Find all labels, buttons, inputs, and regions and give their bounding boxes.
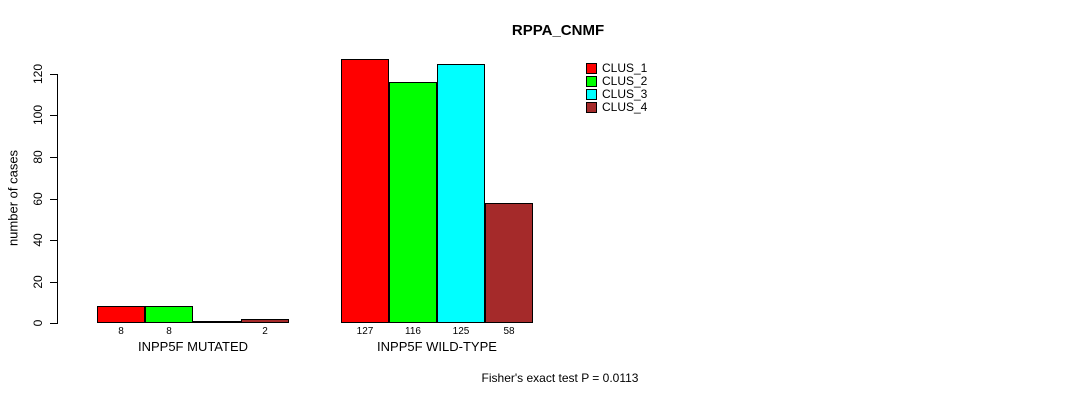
y-axis-tick: [50, 115, 58, 116]
bar-value-label: 58: [503, 326, 515, 337]
legend-color-swatch: [586, 89, 597, 100]
legend-label: CLUS_1: [602, 61, 648, 75]
y-axis-tick: [50, 240, 58, 241]
legend-label: CLUS_3: [602, 87, 648, 101]
bar-value-label: 8: [118, 326, 124, 337]
bar-value-label: 2: [262, 326, 268, 337]
bar-clus_1: [97, 306, 145, 323]
legend: CLUS_1 CLUS_2 CLUS_3 CLUS_4: [586, 62, 647, 114]
bar-clus_3: [193, 321, 241, 323]
y-axis-tick-label: 100: [31, 104, 45, 126]
y-axis-tick: [50, 323, 58, 324]
y-axis-tick-label: 20: [31, 275, 45, 289]
y-axis-tick-label: 60: [31, 192, 45, 206]
y-axis-tick-label: 80: [31, 150, 45, 164]
bar-clus_3: [437, 64, 485, 323]
legend-color-swatch: [586, 102, 597, 113]
legend-item: CLUS_4: [586, 101, 647, 114]
bar-value-label: 8: [166, 326, 172, 337]
y-axis-tick: [50, 282, 58, 283]
y-axis-tick: [50, 157, 58, 158]
y-axis-tick: [50, 199, 58, 200]
bar-clus_2: [145, 306, 193, 323]
bar-value-label: 127: [356, 326, 374, 337]
legend-item: CLUS_1: [586, 62, 647, 75]
legend-color-swatch: [586, 76, 597, 87]
legend-color-swatch: [586, 63, 597, 74]
category-label: INPP5F MUTATED: [137, 339, 249, 354]
y-axis-tick-label: 120: [31, 63, 45, 85]
legend-label: CLUS_4: [602, 100, 648, 114]
annotation-text: Fisher's exact test P = 0.0113: [481, 371, 639, 385]
bar-clus_2: [389, 82, 437, 323]
y-axis-tick-label: 40: [31, 233, 45, 247]
y-axis-title: number of cases: [5, 149, 21, 247]
bar-clus_4: [485, 203, 533, 323]
bar-value-label: 125: [452, 326, 470, 337]
bar-value-label: 116: [405, 326, 421, 337]
category-label: INPP5F WILD-TYPE: [377, 339, 497, 354]
y-axis-tick-label: 0: [31, 319, 45, 327]
bar-clus_1: [341, 59, 389, 323]
y-axis-tick: [50, 74, 58, 75]
legend-item: CLUS_2: [586, 75, 647, 88]
legend-item: CLUS_3: [586, 88, 647, 101]
legend-label: CLUS_2: [602, 74, 648, 88]
chart-title: RPPA_CNMF: [511, 22, 605, 39]
bar-clus_4: [241, 319, 289, 323]
